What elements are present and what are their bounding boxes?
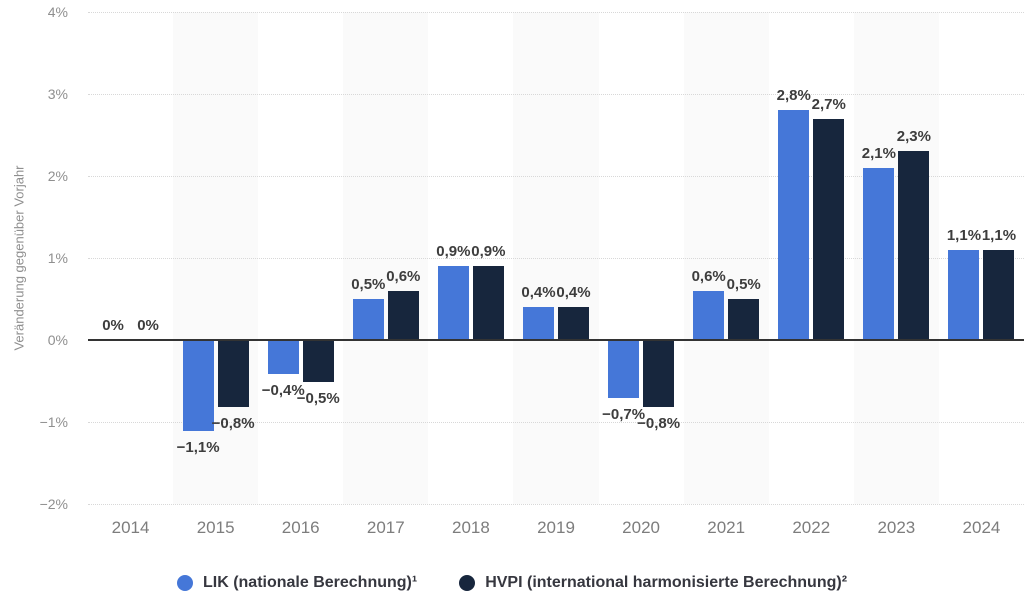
legend-item-lik[interactable]: LIK (nationale Berechnung)¹ [176, 574, 418, 592]
x-axis-label-2023: 2023 [877, 518, 916, 537]
value-label-lik-2019: 0,4% [521, 284, 556, 302]
x-axis-label-2020: 2020 [622, 518, 660, 537]
bar-lik-2015[interactable] [182, 341, 214, 432]
bar-hvpi-2023[interactable] [898, 151, 930, 340]
legend-item-hvpi[interactable]: HVPI (international harmonisierte Berech… [459, 574, 847, 592]
value-label-hvpi-2014: 0% [137, 317, 159, 334]
value-label-lik-2017: 0,5% [351, 276, 386, 293]
value-label-lik-2018: 0,9% [436, 243, 471, 261]
gridline-2% [88, 176, 1024, 177]
bar-lik-2017[interactable] [352, 299, 384, 340]
value-label-hvpi-2024: 1,1% [981, 226, 1017, 244]
gridline-−1% [88, 422, 1024, 423]
value-label-hvpi-2017: 0,6% [386, 267, 421, 285]
y-tick-label-2%: 2% [47, 168, 68, 184]
value-label-lik-2022: 2,8% [776, 87, 811, 105]
chart-legend: LIK (nationale Berechnung)¹ HVPI (intern… [0, 574, 1024, 592]
bar-hvpi-2015[interactable] [217, 341, 249, 407]
y-tick-label-−1%: −1% [39, 414, 68, 430]
bar-hvpi-2018[interactable] [472, 266, 504, 340]
bar-lik-2024[interactable] [948, 249, 980, 340]
legend-label-lik: LIK (nationale Berechnung)¹ [202, 574, 418, 591]
bar-hvpi-2020[interactable] [643, 341, 675, 407]
bar-lik-2018[interactable] [437, 266, 469, 340]
x-axis-label-2016: 2016 [281, 518, 320, 537]
y-tick-label-4%: 4% [47, 4, 68, 20]
value-label-hvpi-2015: −0,8% [211, 414, 255, 432]
value-label-lik-2023: 2,1% [861, 144, 896, 162]
value-label-lik-2015: −1,1% [176, 439, 220, 457]
gridline-−2% [88, 504, 1024, 505]
x-axis-label-2021: 2021 [707, 518, 746, 537]
bar-hvpi-2021[interactable] [728, 299, 760, 340]
x-axis-label-2019: 2019 [537, 518, 575, 537]
x-axis-label-2024: 2024 [962, 518, 1001, 537]
value-label-hvpi-2021: 0,5% [726, 276, 761, 293]
x-axis-label-2018: 2018 [451, 518, 490, 537]
gridline-3% [88, 94, 1024, 95]
bar-hvpi-2024[interactable] [983, 249, 1015, 340]
bar-lik-2016[interactable] [267, 341, 299, 374]
value-label-lik-2024: 1,1% [946, 226, 982, 244]
y-tick-label-−2%: −2% [39, 496, 68, 512]
value-label-hvpi-2020: −0,8% [637, 414, 681, 432]
value-label-lik-2016: −0,4% [261, 381, 305, 399]
x-axis-label-2017: 2017 [366, 518, 405, 537]
x-axis-label-2014: 2014 [111, 518, 150, 537]
y-tick-label-0%: 0% [47, 332, 68, 348]
bar-hvpi-2016[interactable] [302, 341, 334, 382]
bar-lik-2021[interactable] [693, 290, 725, 340]
bar-lik-2023[interactable] [863, 167, 895, 340]
gridline-1% [88, 258, 1024, 259]
value-label-hvpi-2016: −0,5% [296, 390, 340, 407]
bar-hvpi-2019[interactable] [558, 307, 589, 340]
legend-dot-lik-icon [176, 575, 193, 591]
value-label-hvpi-2022: 2,7% [811, 95, 846, 113]
zero-baseline [88, 339, 1024, 341]
bar-lik-2019[interactable] [523, 307, 554, 340]
legend-dot-hvpi-icon [459, 575, 476, 591]
value-label-lik-2014: 0% [102, 317, 124, 334]
value-label-hvpi-2023: 2,3% [896, 128, 931, 146]
y-tick-label-1%: 1% [47, 250, 68, 266]
y-tick-label-3%: 3% [47, 86, 68, 102]
bar-hvpi-2017[interactable] [387, 290, 419, 340]
bar-hvpi-2022[interactable] [813, 118, 845, 340]
legend-label-hvpi: HVPI (international harmonisierte Berech… [485, 574, 848, 591]
value-label-lik-2021: 0,6% [691, 267, 726, 285]
bar-lik-2022[interactable] [778, 110, 810, 340]
value-label-hvpi-2018: 0,9% [471, 243, 506, 261]
value-label-lik-2020: −0,7% [602, 406, 646, 424]
x-axis-label-2015: 2015 [196, 518, 235, 537]
gridline-4% [88, 12, 1024, 13]
value-label-hvpi-2019: 0,4% [556, 284, 591, 302]
x-axis-label-2022: 2022 [792, 518, 831, 537]
bar-lik-2020[interactable] [608, 341, 640, 399]
